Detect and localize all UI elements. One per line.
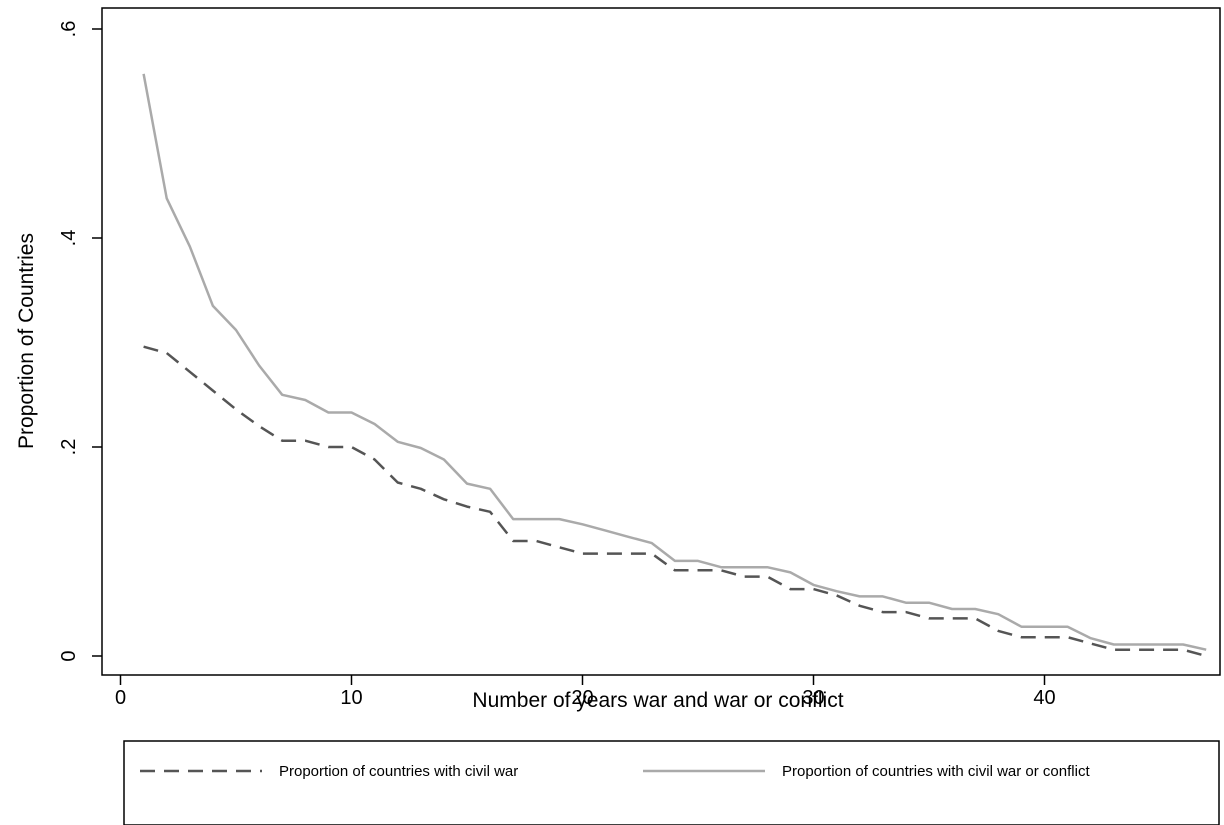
y-tick-label: .2 xyxy=(58,439,80,456)
x-tick-label: 0 xyxy=(115,687,126,709)
legend-label-civil-war-or-conflict: Proportion of countries with civil war o… xyxy=(782,763,1090,780)
legend: Proportion of countries with civil war P… xyxy=(123,740,1220,825)
x-axis-label: Number of years war and war or conflict xyxy=(472,689,843,712)
series-line-civil-war xyxy=(143,345,1207,658)
y-tick-label: .6 xyxy=(58,21,80,38)
series-lines xyxy=(142,73,1207,658)
y-tick-label: 0 xyxy=(58,650,80,661)
x-tick-label: 20 xyxy=(571,687,593,709)
x-tick-label: 40 xyxy=(1033,687,1055,709)
x-tick-label: 10 xyxy=(340,687,362,709)
legend-box xyxy=(123,740,1220,825)
legend-label-civil-war: Proportion of countries with civil war xyxy=(279,763,518,780)
axis-ticks: 0 10 20 30 40 0 .2 .4 .6 xyxy=(58,21,1056,709)
series-line-civil-war-or-conflict xyxy=(142,73,1207,651)
x-tick-label: 30 xyxy=(802,687,824,709)
plot-frame xyxy=(101,7,1221,676)
y-axis-label: Proportion of Countries xyxy=(15,233,38,449)
y-tick-label: .4 xyxy=(58,230,80,247)
